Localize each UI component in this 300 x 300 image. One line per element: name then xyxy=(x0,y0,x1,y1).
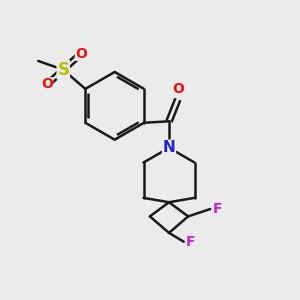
Text: O: O xyxy=(172,82,184,96)
Text: F: F xyxy=(213,202,222,216)
Text: O: O xyxy=(75,46,87,61)
Text: S: S xyxy=(57,61,69,79)
Text: O: O xyxy=(41,77,53,92)
Text: N: N xyxy=(163,140,176,155)
Text: F: F xyxy=(186,235,196,249)
